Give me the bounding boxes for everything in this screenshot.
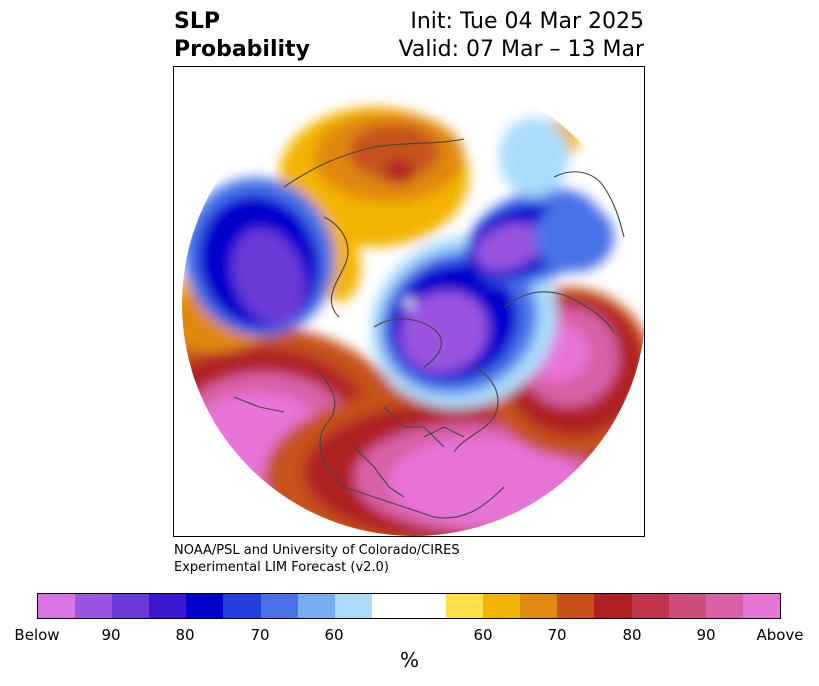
- colorbar-segment: [371, 594, 409, 618]
- colorbar-segment: [557, 594, 595, 618]
- coastline: [453, 366, 499, 453]
- polar-map: [182, 72, 644, 536]
- colorbar-segment: [112, 594, 150, 618]
- colorbar-unit: %: [399, 648, 419, 672]
- colorbar-tick-label: 60: [473, 626, 493, 644]
- map-panel: [173, 66, 645, 537]
- coastline: [373, 318, 442, 368]
- colorbar-tick-label: Above: [756, 626, 804, 644]
- colorbar-ticks: Below 90 80 70 60 60 70 80 90 Above: [0, 626, 819, 646]
- coastline: [423, 426, 465, 438]
- colorbar-segment: [408, 594, 447, 618]
- colorbar-tick-label: 80: [175, 626, 195, 644]
- coastline: [323, 216, 349, 318]
- product-label: Probability: [174, 37, 310, 62]
- colorbar-segment: [483, 594, 521, 618]
- below-region: [399, 291, 489, 373]
- credit-line-2: Experimental LIM Forecast (v2.0): [174, 560, 389, 575]
- colorbar-segment: [705, 594, 743, 618]
- colorbar-segment: [631, 594, 669, 618]
- colorbar-segment: [75, 594, 113, 618]
- colorbar-tick-label: Below: [14, 626, 60, 644]
- colorbar-segment: [149, 594, 187, 618]
- colorbar-segment: [594, 594, 632, 618]
- variable-label: SLP: [174, 9, 220, 34]
- above-region: [384, 160, 414, 184]
- colorbar-segment: [334, 594, 372, 618]
- colorbar-segment: [742, 594, 780, 618]
- colorbar-tick-label: 60: [324, 626, 344, 644]
- colorbar-tick-label: 80: [622, 626, 642, 644]
- valid-range: Valid: 07 Mar – 13 Mar: [398, 37, 644, 62]
- coastline: [353, 446, 405, 498]
- colorbar-segment: [260, 594, 298, 618]
- below-region: [499, 117, 569, 197]
- pole-marker: [404, 298, 414, 308]
- colorbar-tick-label: 90: [101, 626, 121, 644]
- below-region: [475, 223, 543, 271]
- coastline: [343, 486, 505, 519]
- map-title: SLP Probability: [174, 8, 310, 64]
- colorbar-segment: [186, 594, 224, 618]
- credit-line-1: NOAA/PSL and University of Colorado/CIRE…: [174, 543, 460, 558]
- colorbar-segment: [668, 594, 706, 618]
- coastline: [503, 291, 615, 333]
- colorbar-tick-label: 70: [547, 626, 567, 644]
- colorbar-segment: [520, 594, 558, 618]
- below-region: [231, 228, 307, 326]
- colorbar-segment: [297, 594, 335, 618]
- coastline: [553, 171, 625, 238]
- coastline: [283, 138, 465, 188]
- credit-text: NOAA/PSL and University of Colorado/CIRE…: [174, 542, 460, 576]
- init-date: Init: Tue 04 Mar 2025: [410, 9, 644, 34]
- colorbar-segment: [38, 594, 76, 618]
- colorbar-segment: [446, 594, 484, 618]
- coastline: [383, 406, 445, 448]
- below-region: [534, 202, 614, 272]
- colorbar-tick-label: 90: [696, 626, 716, 644]
- colorbar-tick-label: 70: [250, 626, 270, 644]
- probability-field: [182, 72, 644, 536]
- colorbar: [37, 593, 781, 619]
- coastline: [233, 396, 285, 413]
- above-region: [349, 124, 439, 180]
- colorbar-segment: [223, 594, 261, 618]
- coastline: [313, 366, 345, 488]
- date-info: Init: Tue 04 Mar 2025 Valid: 07 Mar – 13…: [399, 8, 644, 64]
